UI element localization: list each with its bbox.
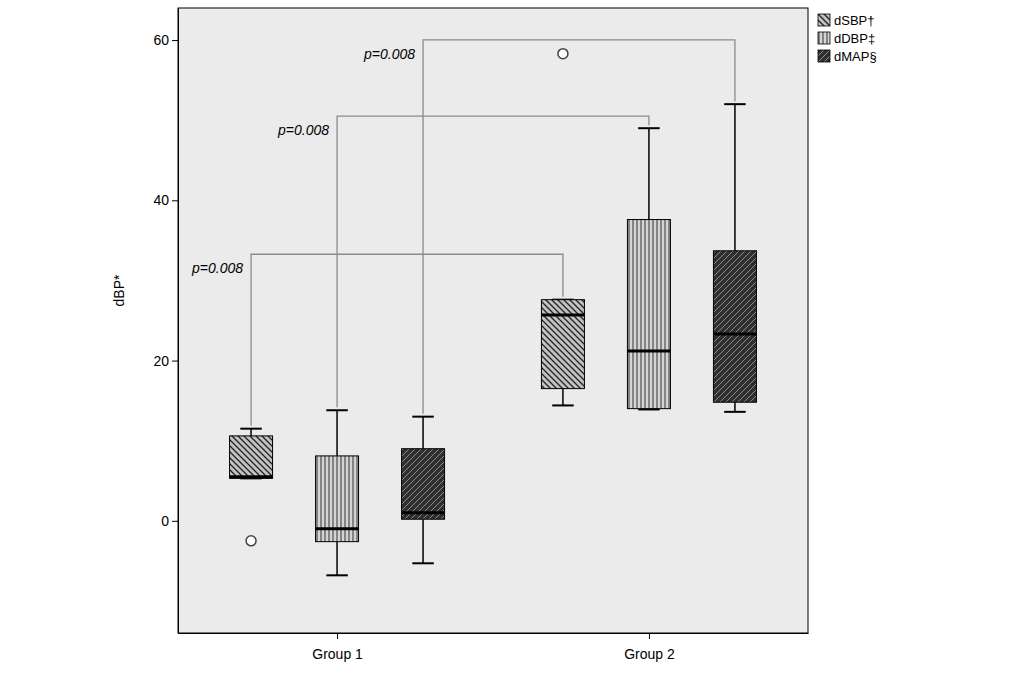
box-plot bbox=[230, 429, 273, 546]
median bbox=[316, 527, 359, 530]
legend-item: dSBP† bbox=[818, 13, 874, 28]
chart: 0 20 40 60 Group 1 Group 2 dBP* p=0.008 p=0.008 p… bbox=[0, 0, 1024, 673]
x-tick-label: Group 2 bbox=[624, 646, 675, 662]
y-tick: 40 bbox=[153, 192, 178, 208]
box bbox=[627, 220, 670, 409]
lower-whisker-cap bbox=[724, 411, 746, 413]
median bbox=[402, 511, 445, 514]
y-tick-mark bbox=[172, 200, 178, 201]
y-tick: 60 bbox=[153, 32, 178, 48]
box-plot bbox=[541, 49, 584, 406]
legend-label: dMAP§ bbox=[834, 49, 877, 64]
box-plot bbox=[316, 410, 359, 575]
median bbox=[230, 475, 273, 478]
p-value-label: p=0.008 bbox=[277, 122, 329, 138]
box bbox=[402, 449, 445, 520]
x-axis: Group 1 Group 2 bbox=[179, 633, 809, 662]
y-tick-label: 0 bbox=[161, 513, 169, 529]
box bbox=[316, 456, 359, 542]
box-plot bbox=[627, 128, 670, 409]
x-tick: Group 2 bbox=[624, 633, 675, 662]
y-tick: 0 bbox=[161, 513, 178, 529]
upper-whisker-cap bbox=[412, 416, 434, 418]
p-value-label: p=0.008 bbox=[363, 46, 415, 62]
lower-whisker bbox=[336, 542, 338, 576]
upper-whisker bbox=[734, 104, 736, 251]
legend-item: dMAP§ bbox=[818, 49, 877, 64]
x-tick-mark bbox=[337, 633, 338, 639]
lower-whisker bbox=[562, 389, 564, 406]
legend-label: dDBP‡ bbox=[834, 31, 875, 46]
upper-whisker-cap bbox=[724, 103, 746, 105]
box-plot bbox=[713, 104, 756, 412]
lower-whisker bbox=[734, 402, 736, 412]
y-tick-label: 60 bbox=[153, 32, 169, 48]
upper-whisker bbox=[422, 417, 424, 449]
x-axis-line bbox=[179, 633, 809, 634]
legend-item: dDBP‡ bbox=[818, 31, 875, 46]
significance-bracket bbox=[423, 40, 735, 414]
y-tick-mark bbox=[172, 40, 178, 41]
y-tick-label: 40 bbox=[153, 192, 169, 208]
plot-area bbox=[178, 8, 808, 633]
significance-bracket bbox=[251, 254, 563, 425]
median bbox=[627, 349, 670, 352]
lower-whisker-cap bbox=[552, 404, 574, 406]
x-tick-mark bbox=[649, 633, 650, 639]
lower-whisker-cap bbox=[412, 562, 434, 564]
median bbox=[713, 333, 756, 336]
median bbox=[541, 313, 584, 316]
legend-swatch bbox=[818, 50, 830, 62]
box bbox=[541, 300, 584, 389]
y-axis: 0 20 40 60 bbox=[153, 9, 178, 634]
outlier bbox=[558, 49, 568, 59]
x-tick-label: Group 1 bbox=[312, 646, 363, 662]
legend-swatch bbox=[818, 32, 830, 44]
lower-whisker bbox=[422, 519, 424, 563]
y-axis-title: dBP* bbox=[111, 274, 127, 306]
y-tick-label: 20 bbox=[153, 353, 169, 369]
box-plot bbox=[402, 417, 445, 564]
legend-swatch bbox=[818, 14, 830, 26]
box bbox=[230, 436, 273, 478]
significance-bracket bbox=[337, 116, 649, 407]
y-tick: 20 bbox=[153, 353, 178, 369]
outlier bbox=[246, 536, 256, 546]
upper-whisker bbox=[648, 128, 650, 219]
legend-label: dSBP† bbox=[834, 13, 874, 28]
p-value-label: p=0.008 bbox=[191, 260, 243, 276]
upper-whisker-cap bbox=[240, 428, 262, 430]
upper-whisker bbox=[336, 410, 338, 456]
y-axis-line bbox=[178, 9, 179, 634]
upper-whisker bbox=[250, 429, 252, 436]
y-tick-mark bbox=[172, 521, 178, 522]
upper-whisker-cap bbox=[326, 409, 348, 411]
x-tick: Group 1 bbox=[312, 633, 363, 662]
boxes bbox=[230, 49, 757, 576]
box bbox=[713, 251, 756, 402]
legend: dSBP† dDBP‡ dMAP§ bbox=[818, 13, 877, 64]
y-tick-mark bbox=[172, 361, 178, 362]
lower-whisker-cap bbox=[326, 574, 348, 576]
upper-whisker-cap bbox=[638, 127, 660, 129]
